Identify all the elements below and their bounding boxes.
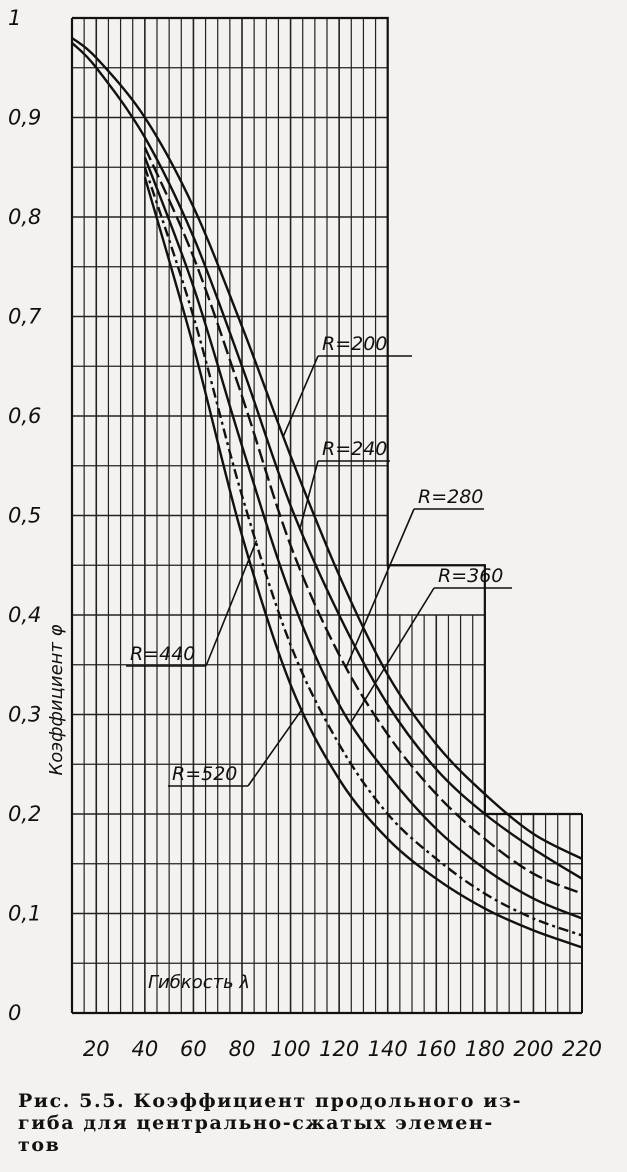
label-leader-line (282, 355, 319, 437)
y-tick-label: 0 (8, 1001, 21, 1025)
y-tick-label: 0,1 (8, 902, 41, 926)
x-tick-label: 100 (271, 1037, 311, 1061)
series-labels: R=200 R=240 R=280 R=360 R=440 R=520 (126, 333, 512, 787)
buckling-coefficient-chart: R=200 R=240 R=280 R=360 R=440 R=520 0 0,1 0,2 0,… (8, 6, 602, 1061)
series-curve-r-280 (143, 146, 583, 895)
series-label-r-200: R=200 (322, 333, 387, 355)
grid (72, 18, 583, 1013)
series-label-r-280: R=280 (418, 486, 483, 508)
x-tick-label: 60 (180, 1037, 207, 1061)
series-label-r-520: R=520 (172, 763, 237, 785)
caption-line-3: тов (18, 1134, 61, 1156)
caption-line-1: Рис. 5.5. Коэффициент продольного из- (18, 1090, 523, 1112)
y-tick-label: 0,8 (8, 205, 41, 229)
y-tick-label: 0,4 (8, 603, 41, 627)
x-tick-label: 180 (465, 1037, 505, 1061)
series-label-r-360: R=360 (438, 565, 503, 587)
series-curve-r-200 (71, 36, 583, 860)
caption-line-2: гиба для центрально-сжатых элемен- (18, 1112, 494, 1134)
series-curve-r-440 (143, 166, 583, 937)
x-tick-label: 140 (368, 1037, 408, 1061)
series-curve-r-360 (143, 156, 583, 920)
label-leader-line (350, 587, 435, 723)
x-tick-label: 220 (562, 1037, 602, 1061)
x-tick-label: 80 (229, 1037, 256, 1061)
series-curve-r-520 (143, 176, 583, 949)
y-tick-label: 0,9 (8, 106, 41, 130)
x-tick-label: 160 (416, 1037, 456, 1061)
series-label-r-240: R=240 (322, 438, 387, 460)
y-tick-label: 0,7 (8, 305, 42, 329)
series-curves (71, 36, 583, 949)
label-leader-line (299, 460, 319, 528)
y-tick-label: 1 (8, 6, 21, 30)
label-leader-line (205, 540, 258, 667)
x-axis-label: Гибкость λ (148, 972, 250, 993)
y-tick-label: 0,3 (8, 703, 41, 727)
x-tick-label: 200 (513, 1037, 553, 1061)
label-leader-line (247, 707, 304, 787)
y-tick-label: 0,5 (8, 504, 41, 528)
label-leader-line (345, 508, 415, 668)
x-tick-label: 20 (83, 1037, 110, 1061)
x-tick-label: 40 (131, 1037, 158, 1061)
y-tick-label: 0,2 (8, 802, 41, 826)
series-label-r-440: R=440 (130, 643, 195, 665)
y-tick-label: 0,6 (8, 404, 41, 428)
figure-caption: Рис. 5.5. Коэффициент продольного из- ги… (18, 1090, 588, 1156)
y-axis-label: Коэффициент φ (46, 624, 67, 775)
series-curve-r-240 (71, 42, 583, 880)
x-tick-label: 120 (319, 1037, 359, 1061)
